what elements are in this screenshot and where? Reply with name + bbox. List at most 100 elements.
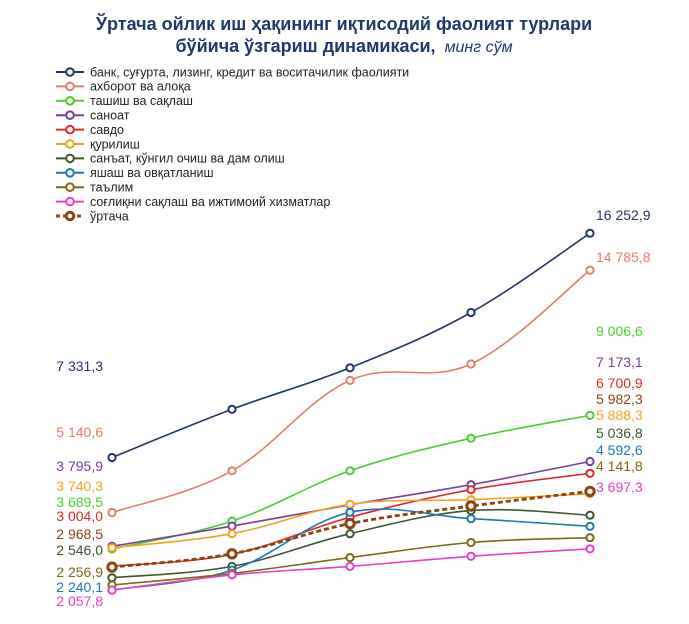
value-label-first: 3 004,0 (56, 508, 103, 524)
data-point (227, 521, 237, 531)
legend-marker (65, 139, 75, 149)
legend: банк, суғурта, лизинг, кредит ва воситач… (56, 65, 409, 223)
value-label-last: 3 697,3 (596, 479, 643, 495)
data-point (466, 307, 476, 318)
data-point (345, 553, 355, 563)
labels-layer: 7 331,3 16 252,9 5 140,6 14 785,8 3 689,5 9 0… (56, 207, 650, 609)
value-label-last: 5 036,8 (596, 425, 643, 441)
series-line (111, 232, 591, 459)
legend-marker (65, 196, 75, 207)
legend-label: яшаш ва овқатланиш (90, 166, 214, 180)
data-point (585, 228, 595, 238)
value-label-last: 5 888,3 (596, 407, 643, 423)
data-point (585, 265, 595, 275)
legend-marker (65, 96, 75, 106)
legend-item: қурилиш (56, 137, 140, 151)
legend-item: савдо (56, 123, 124, 137)
data-point (227, 529, 237, 539)
legend-item: яшаш ва овқатланиш (56, 166, 214, 180)
data-point (227, 404, 237, 414)
legend-marker (65, 168, 75, 178)
value-label-first: 2 240,1 (56, 579, 103, 595)
data-point (345, 363, 355, 373)
legend-marker (65, 67, 75, 77)
legend-label: банк, суғурта, лизинг, кредит ва воситач… (90, 65, 409, 79)
data-point (227, 466, 237, 476)
data-point (585, 510, 595, 520)
data-point (466, 359, 476, 369)
series (107, 544, 595, 595)
series (107, 265, 595, 518)
chart-subtitle-text: бўйича ўзгариш динамикаси, (175, 36, 435, 56)
legend-marker (65, 124, 75, 135)
legend-item: банк, суғурта, лизинг, кредит ва воситач… (56, 65, 409, 79)
value-label-last: 4 141,8 (596, 458, 643, 474)
data-point (466, 485, 476, 495)
legend-marker (65, 182, 75, 192)
value-label-last: 6 700,9 (596, 375, 643, 391)
legend-marker (65, 81, 75, 92)
data-point (107, 507, 117, 518)
legend-label: саноат (90, 109, 130, 123)
data-point (465, 500, 477, 512)
value-label-first: 2 256,9 (56, 564, 103, 580)
legend-label: соғлиқни сақлаш ва ижтимоий хизматлар (90, 195, 330, 209)
legend-marker (65, 153, 75, 164)
value-label-first: 2 968,5 (56, 526, 103, 542)
data-point (466, 433, 476, 443)
series (107, 506, 595, 583)
data-point (585, 521, 595, 531)
data-point (106, 561, 118, 573)
data-point (345, 561, 355, 572)
chart-title: Ўртача ойлик иш ҳақининг иқтисодий фаоли… (95, 13, 592, 34)
legend-label: ташиш ва сақлаш (90, 94, 193, 108)
legend-label: ўртача (90, 209, 129, 223)
value-label-first: 2 546,0 (56, 542, 103, 558)
data-point (345, 529, 355, 539)
data-point (585, 468, 595, 478)
value-label-first: 2 057,8 (56, 593, 103, 609)
value-label-last: 5 982,3 (596, 391, 643, 407)
legend-item: саноат (56, 109, 130, 123)
series (107, 228, 595, 463)
legend-marker (64, 210, 76, 222)
value-label-first: 3 689,5 (56, 494, 103, 510)
value-label-first: 7 331,3 (56, 358, 103, 374)
value-label-last: 9 006,6 (596, 323, 643, 339)
data-point (344, 517, 356, 530)
data-point (345, 466, 355, 476)
value-label-last: 7 173,1 (596, 354, 643, 370)
data-point (585, 410, 595, 420)
data-point (107, 543, 117, 553)
data-point (585, 533, 595, 543)
series-layer (106, 228, 596, 595)
series (106, 485, 596, 573)
data-point (107, 452, 117, 463)
data-point (345, 507, 355, 517)
data-point (107, 573, 117, 583)
chart-subtitle: бўйича ўзгариш динамикаси, минг сўм (175, 36, 512, 56)
legend-item: таълим (56, 181, 133, 195)
value-label-first: 3 795,9 (56, 458, 103, 474)
data-point (585, 456, 595, 467)
series (107, 533, 595, 590)
value-label-first: 5 140,6 (56, 424, 103, 440)
data-point (466, 551, 476, 561)
data-point (584, 485, 596, 498)
data-point (226, 548, 238, 560)
legend-item: ўртача (56, 209, 129, 223)
data-point (585, 544, 595, 554)
legend-label: санъат, кўнгил очиш ва дам олиш (90, 152, 285, 166)
data-point (227, 570, 237, 580)
value-label-last: 16 252,9 (596, 207, 651, 223)
legend-label: ахборот ва алоқа (90, 80, 191, 94)
data-point (345, 375, 355, 385)
legend-marker (65, 110, 75, 120)
value-label-last: 14 785,8 (596, 249, 651, 265)
value-label-first: 3 740,3 (56, 478, 103, 494)
data-point (466, 537, 476, 548)
legend-label: қурилиш (90, 137, 140, 151)
chart-unit: минг сўм (445, 39, 513, 56)
data-point (107, 585, 117, 595)
legend-item: соғлиқни сақлаш ва ижтимоий хизматлар (56, 195, 330, 209)
